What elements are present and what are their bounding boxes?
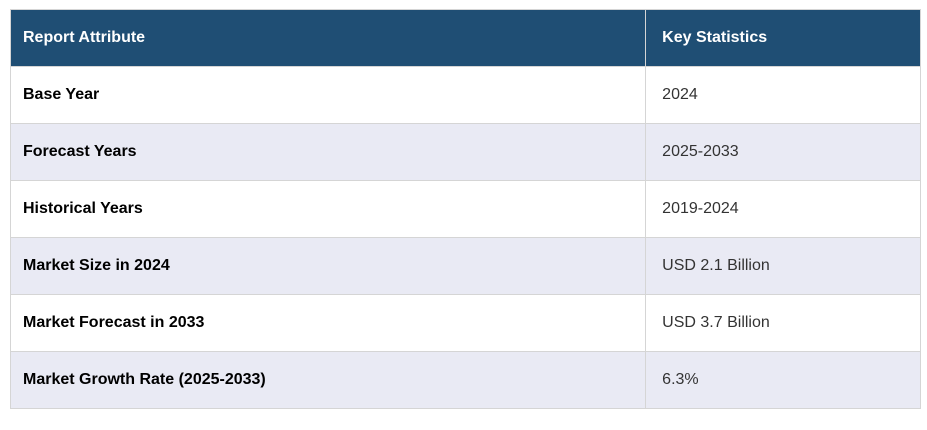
table-row: Forecast Years 2025-2033	[9, 123, 921, 181]
value-cell: 6.3%	[645, 351, 921, 409]
table-row: Market Forecast in 2033 USD 3.7 Billion	[9, 294, 921, 352]
table-row: Market Size in 2024 USD 2.1 Billion	[9, 237, 921, 295]
value-cell: 2019-2024	[645, 180, 921, 238]
report-attributes-table: Report Attribute Key Statistics Base Yea…	[9, 9, 921, 409]
value-cell: 2024	[645, 66, 921, 124]
value-cell: USD 2.1 Billion	[645, 237, 921, 295]
attribute-cell: Historical Years	[9, 180, 647, 238]
attribute-cell: Base Year	[9, 66, 647, 124]
attribute-cell: Market Size in 2024	[9, 237, 647, 295]
table-row: Market Growth Rate (2025-2033) 6.3%	[9, 351, 921, 409]
attribute-cell: Market Forecast in 2033	[9, 294, 647, 352]
table-header-row: Report Attribute Key Statistics	[9, 9, 921, 67]
column-header-report-attribute: Report Attribute	[9, 9, 647, 67]
table-row: Historical Years 2019-2024	[9, 180, 921, 238]
value-cell: USD 3.7 Billion	[645, 294, 921, 352]
value-cell: 2025-2033	[645, 123, 921, 181]
attribute-cell: Forecast Years	[9, 123, 647, 181]
column-header-key-statistics: Key Statistics	[645, 9, 921, 67]
attribute-cell: Market Growth Rate (2025-2033)	[9, 351, 647, 409]
table-row: Base Year 2024	[9, 66, 921, 124]
